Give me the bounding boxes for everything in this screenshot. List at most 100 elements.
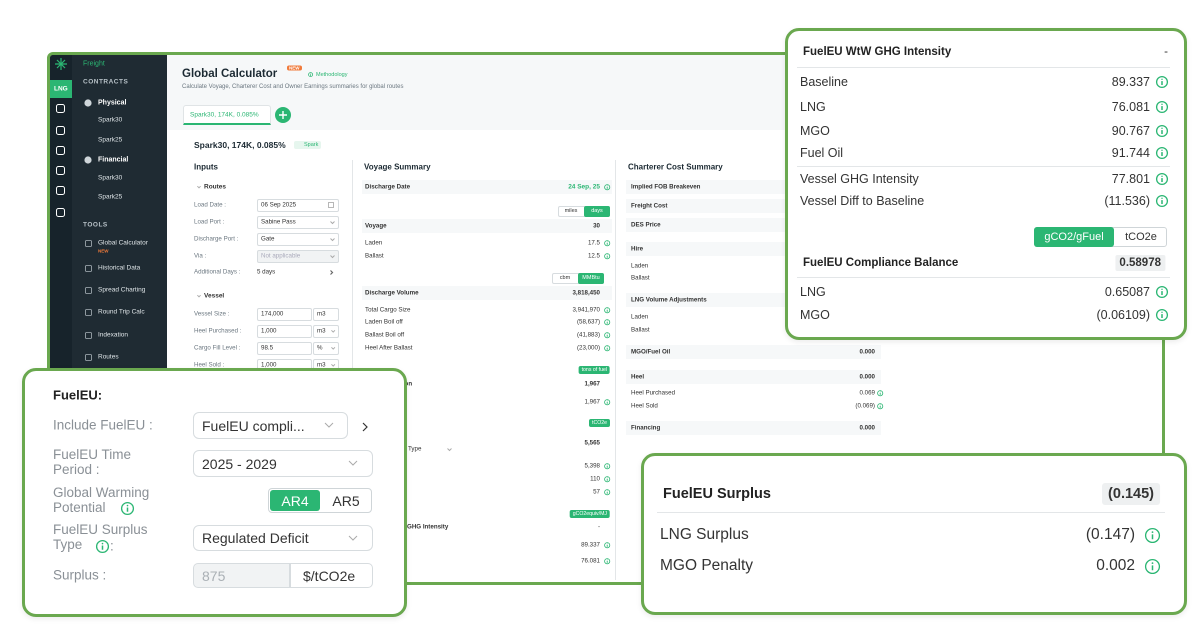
info-icon — [1144, 527, 1160, 543]
row-value: 110 — [590, 475, 600, 483]
info-icon — [603, 488, 610, 495]
unit-box[interactable] — [313, 324, 339, 338]
toggle-active[interactable] — [584, 205, 610, 217]
toggle-active[interactable] — [1034, 227, 1114, 247]
input-box[interactable] — [257, 232, 339, 246]
row-label: FuelEU Compliance Balance — [803, 257, 959, 269]
tab-label[interactable]: Spark30, 174K, 0.085% — [190, 111, 259, 119]
input-value[interactable]: 875 — [202, 567, 226, 584]
input-box[interactable] — [257, 324, 312, 338]
nav-item[interactable]: Indexation — [98, 331, 128, 339]
nav-item[interactable]: Spread Charting — [98, 286, 146, 294]
row-label: Discharge Date — [365, 183, 411, 191]
input-box[interactable] — [257, 249, 339, 263]
nav-item[interactable]: Routes — [98, 353, 119, 361]
row-label: Ballast — [631, 326, 650, 334]
dropdown[interactable] — [193, 525, 373, 551]
info-icon — [1155, 100, 1169, 114]
unit: m3 — [317, 310, 326, 318]
field-label: Discharge Port : — [194, 235, 239, 243]
toggle-option[interactable]: miles — [564, 208, 578, 214]
divider — [797, 277, 1170, 278]
unit-box[interactable] — [313, 341, 339, 355]
unit: % — [317, 344, 323, 352]
row-value: 1,967 — [584, 380, 600, 388]
input-value[interactable]: 1,000 — [261, 361, 277, 369]
dropdown[interactable] — [193, 412, 348, 439]
row-bg — [362, 286, 612, 300]
input-value[interactable]: 174,000 — [261, 310, 284, 318]
panel-title: Charterer Cost Summary — [628, 162, 723, 172]
input-value[interactable]: Sabine Pass — [261, 218, 296, 226]
row-value: - — [597, 523, 600, 531]
toggle-option[interactable]: days — [591, 208, 603, 214]
row-label: Voyage — [365, 222, 387, 230]
chevron — [348, 535, 358, 541]
row-label: Vessel GHG Intensity — [800, 172, 919, 186]
row-value: 77.801 — [1111, 172, 1150, 186]
row-value: 0.65087 — [1104, 285, 1150, 299]
toggle-option[interactable]: gCO2/gFuel — [1044, 231, 1104, 243]
dropdown-value[interactable]: FuelEU compli... — [202, 417, 305, 434]
unit-box[interactable] — [313, 307, 339, 321]
check — [84, 156, 92, 164]
input-box[interactable] — [257, 215, 339, 229]
input-value[interactable]: 06 Sep 2025 — [261, 201, 297, 209]
row-value: (0.069) — [855, 402, 875, 410]
dropdown[interactable] — [193, 450, 373, 477]
unit-box[interactable] — [290, 563, 373, 588]
row-label: Laden — [631, 262, 649, 270]
info-icon — [603, 239, 610, 246]
tab[interactable] — [183, 105, 271, 125]
input-value[interactable]: 1,000 — [261, 327, 277, 335]
input-box[interactable] — [257, 341, 312, 355]
dropdown-label: Type — [408, 445, 422, 453]
nav-item[interactable]: Spark25 — [98, 136, 123, 144]
chevron — [362, 422, 368, 432]
nav-item[interactable]: Global Calculator — [98, 239, 148, 247]
info-icon — [308, 72, 314, 78]
toggle-active[interactable] — [578, 272, 604, 284]
toggle-option[interactable]: MMBtu — [582, 275, 600, 281]
methodology-link[interactable]: Methodology — [316, 72, 348, 78]
nav-item[interactable]: Historical Data — [98, 264, 141, 272]
nav-item[interactable]: Round Trip Calc — [98, 308, 145, 316]
row-value: 0.000 — [859, 348, 875, 356]
nav-item[interactable]: Spark30 — [98, 116, 123, 124]
input-value[interactable]: Not applicable — [261, 252, 301, 260]
settings-card: FuelEU: Include FuelEU : FuelEU compli... F… — [22, 368, 407, 617]
toggle-option[interactable]: tCO2e — [1125, 231, 1157, 243]
input-box[interactable] — [257, 198, 339, 212]
nav-icon — [56, 126, 65, 135]
tool-icon — [85, 239, 92, 247]
dropdown-value[interactable]: Regulated Deficit — [202, 530, 309, 546]
lng-tag-text: LNG — [54, 85, 68, 93]
row-label: LNG Surplus — [660, 526, 749, 543]
row-value: 12.5 — [587, 252, 600, 260]
dropdown-value[interactable]: 2025 - 2029 — [202, 455, 277, 472]
input-box[interactable] — [257, 307, 312, 321]
divider — [657, 512, 1165, 513]
toggle-active[interactable] — [270, 490, 320, 511]
row-value: 0.069 — [859, 389, 875, 397]
row-label: Total Cargo Size — [365, 306, 411, 314]
input-box[interactable] — [193, 563, 290, 588]
toggle-option[interactable]: AR4 — [281, 492, 309, 509]
nav-item[interactable]: Spark30 — [98, 174, 123, 182]
row-value: 30 — [593, 222, 600, 230]
chevron — [330, 346, 336, 350]
row-label: LNG — [800, 285, 826, 299]
nav-item[interactable]: Spark25 — [98, 193, 123, 201]
card-title: FuelEU WtW GHG Intensity — [803, 46, 952, 58]
info-icon — [876, 402, 883, 409]
tool-icon — [85, 264, 92, 272]
input-value[interactable]: 98.5 — [261, 344, 274, 352]
toggle[interactable] — [268, 488, 372, 513]
toggle-option[interactable]: cbm — [559, 275, 571, 281]
input-value[interactable]: Gate — [261, 235, 275, 243]
card-title: FuelEU Surplus — [663, 486, 771, 502]
chevron — [329, 237, 335, 241]
row-value: 91.744 — [1111, 146, 1150, 160]
row-label: MGO — [800, 308, 830, 322]
toggle-option[interactable]: AR5 — [332, 492, 360, 509]
